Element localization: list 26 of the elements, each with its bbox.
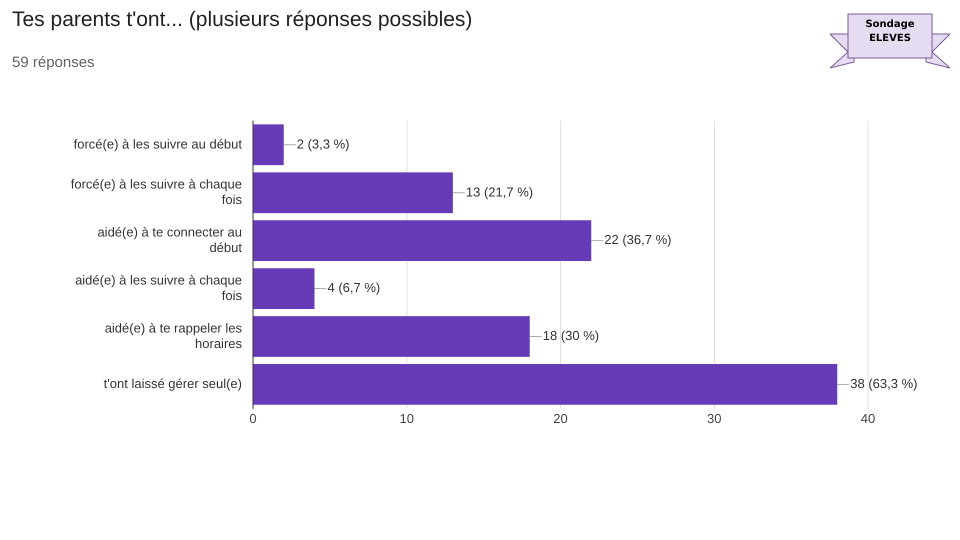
bar: [254, 316, 530, 357]
chart-title: Tes parents t'ont... (plusieurs réponses possibles): [12, 8, 472, 32]
data-label: 18 (30 %): [542, 328, 600, 344]
bar: [254, 172, 453, 214]
data-label: 4 (6,7 %): [328, 280, 380, 296]
y-tick-label: aidé(e) à te connecter au début: [97, 224, 242, 256]
data-label: 2 (3,3 %): [296, 136, 350, 152]
data-label: 13 (21,7 %): [466, 184, 534, 200]
bar: [254, 220, 592, 262]
y-tick-label: t'ont laissé gérer seul(e): [104, 376, 242, 392]
y-tick-label: aidé(e) à les suivre à chaque fois: [75, 272, 242, 303]
y-tick-label: forcé(e) à les suivre à chaque fois: [70, 176, 242, 208]
x-tick-label: 20: [553, 410, 568, 426]
x-tick-label: 30: [707, 410, 722, 426]
ribbon-banner: Sondage ELEVES: [830, 12, 950, 70]
bar: [254, 268, 314, 309]
data-label: 22 (36,7 %): [604, 232, 672, 248]
y-tick-label: forcé(e) à les suivre au début: [74, 136, 242, 152]
y-tick-label: aidé(e) à te rappeler les horaires: [104, 320, 242, 351]
bar: [254, 124, 284, 166]
x-tick-label: 0: [249, 410, 257, 426]
x-tick-label: 40: [860, 410, 876, 426]
data-label: 38 (63,3 %): [850, 376, 918, 392]
bar: [254, 364, 838, 405]
text: 59 réponses: [12, 54, 95, 71]
x-tick-label: 10: [400, 410, 414, 426]
